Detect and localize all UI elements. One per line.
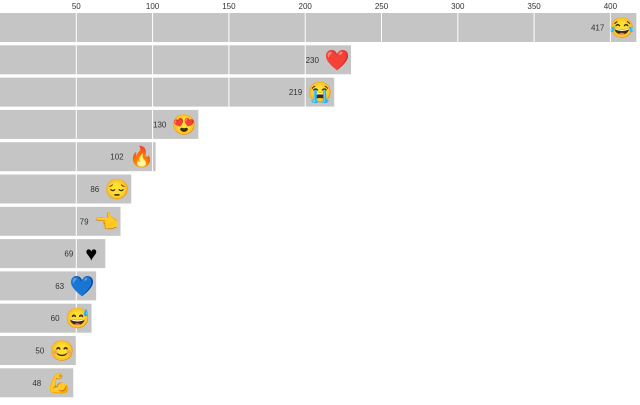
x-tick-label-200: 200 xyxy=(299,2,313,11)
bar-fire xyxy=(0,142,156,172)
value-labels: 417 230 219 130 102 86 79 69 63 60 50 48 xyxy=(32,24,605,388)
value-label-loudly-crying-face: 219 xyxy=(289,88,303,97)
flexed-biceps-icon: 💪 xyxy=(47,371,72,395)
x-tick-label-400: 400 xyxy=(604,2,618,11)
bar-blue-heart xyxy=(0,271,97,301)
value-label-flexed-biceps: 48 xyxy=(32,379,41,388)
bar-face-with-tears-of-joy xyxy=(0,13,637,42)
value-label-blue-heart: 63 xyxy=(55,282,64,291)
bar-pensive-face xyxy=(0,174,132,204)
x-tick-label-100: 100 xyxy=(146,2,160,11)
x-tick-label-150: 150 xyxy=(222,2,236,11)
red-heart-icon: ❤️ xyxy=(325,49,350,72)
bar-red-heart xyxy=(0,45,351,75)
x-tick-label-50: 50 xyxy=(72,2,81,11)
bar-black-heart-suit xyxy=(0,239,106,269)
grinning-face-with-sweat-icon: 😅 xyxy=(65,307,90,330)
pensive-face-icon: 😔 xyxy=(105,178,130,201)
value-label-fire: 102 xyxy=(110,153,124,162)
face-with-tears-of-joy-icon: 😂 xyxy=(610,17,635,40)
bars-layer xyxy=(0,13,637,398)
smiling-face-with-smiling-eyes-icon: 😊 xyxy=(50,340,75,363)
blue-heart-icon: 💙 xyxy=(70,275,95,298)
value-label-smiling-face-with-heart-eyes: 130 xyxy=(153,120,167,129)
value-label-backhand-index-pointing-left: 79 xyxy=(80,217,89,226)
value-label-red-heart: 230 xyxy=(306,56,320,65)
value-label-smiling-face-with-smiling-eyes: 50 xyxy=(35,347,44,356)
value-label-grinning-face-with-sweat: 60 xyxy=(51,314,60,323)
x-tick-labels: 50 100 150 200 250 300 350 400 xyxy=(72,2,618,11)
bar-smiling-face-with-smiling-eyes xyxy=(0,336,77,365)
fire-icon: 🔥 xyxy=(129,145,154,169)
x-tick-label-250: 250 xyxy=(375,2,389,11)
emoji-labels: 😂 ❤️ 😭 😍 🔥 😔 👈 ♥ 💙 😅 😊 💪 xyxy=(47,17,635,395)
backhand-index-pointing-left-icon: 👈 xyxy=(94,210,119,233)
loudly-crying-face-icon: 😭 xyxy=(308,81,333,104)
black-heart-suit-icon: ♥ xyxy=(85,244,97,266)
bar-smiling-face-with-heart-eyes xyxy=(0,109,199,139)
bar-backhand-index-pointing-left xyxy=(0,206,121,236)
grid-layer xyxy=(75,13,611,400)
value-label-pensive-face: 86 xyxy=(90,185,99,194)
x-tick-label-300: 300 xyxy=(451,2,465,11)
bar-flexed-biceps xyxy=(0,368,74,398)
smiling-face-with-heart-eyes-icon: 😍 xyxy=(172,113,197,136)
value-label-face-with-tears-of-joy: 417 xyxy=(591,24,605,33)
bar-loudly-crying-face xyxy=(0,77,335,107)
x-tick-label-350: 350 xyxy=(527,2,541,11)
value-label-black-heart-suit: 69 xyxy=(64,250,73,259)
